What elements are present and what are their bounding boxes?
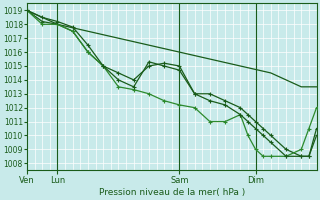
X-axis label: Pression niveau de la mer( hPa ): Pression niveau de la mer( hPa ) <box>99 188 245 197</box>
